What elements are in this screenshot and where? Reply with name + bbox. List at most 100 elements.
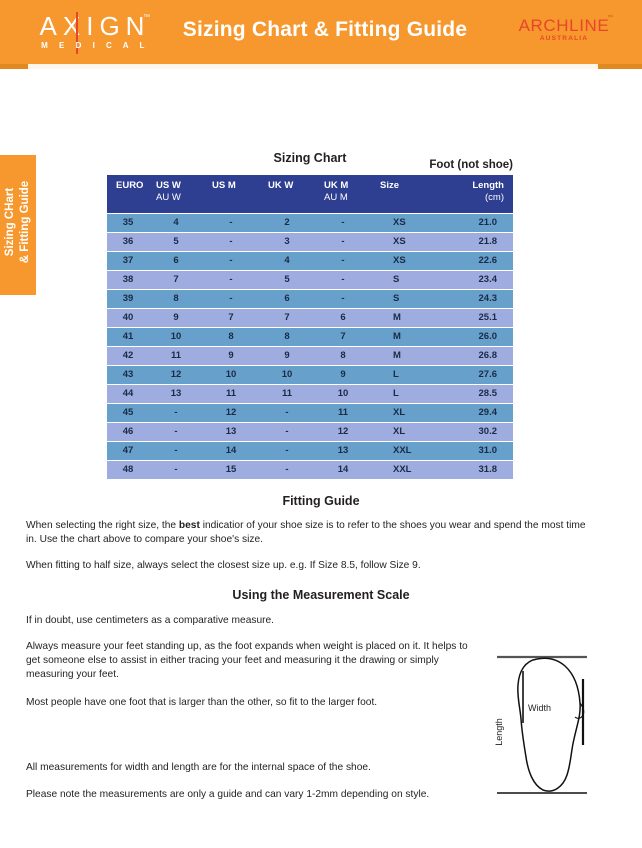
cell-size: XXL [371, 459, 449, 479]
cell-size: L [371, 383, 449, 403]
column-header-euro-label: EURO [116, 180, 144, 191]
cell-us-m: 10 [203, 364, 259, 384]
archline-subtitle: AUSTRALIA [539, 35, 589, 42]
cell-size: XS [371, 212, 449, 232]
cell-us-m: 11 [203, 383, 259, 403]
cell-size: XS [371, 250, 449, 270]
cell-length: 22.6 [449, 250, 513, 270]
cell-euro: 35 [107, 212, 149, 232]
cell-us-w: 10 [149, 326, 203, 346]
cell-uk-w: - [259, 421, 315, 441]
cell-euro: 42 [107, 345, 149, 365]
cell-length: 23.4 [449, 269, 513, 289]
column-header-us-m-label: US M [212, 180, 236, 191]
column-header-us-w-label: US W [156, 180, 181, 191]
fitting-guide-paragraph-2: When fitting to half size, always select… [26, 560, 421, 571]
fitting-guide-paragraph-1: When selecting the right size, the best … [26, 519, 596, 547]
cell-us-w: - [149, 440, 203, 460]
cell-euro: 44 [107, 383, 149, 403]
cell-euro: 41 [107, 326, 149, 346]
cell-euro: 46 [107, 421, 149, 441]
cell-uk-m: - [315, 288, 371, 308]
page-header [0, 0, 642, 64]
table-row: 39 8-6- S 24.3 [107, 288, 513, 308]
cell-length: 31.8 [449, 459, 513, 479]
foot-width-label: Width [528, 703, 552, 713]
table-row: 48-15-14 XXL 31.8 [107, 459, 513, 479]
cell-uk-w: 5 [259, 269, 315, 289]
side-tab-sizing-chart[interactable]: Sizing CHart & Fitting Guide [0, 155, 36, 295]
table-row: 47-14-13 XXL 31.0 [107, 440, 513, 460]
sizing-chart-table: EURO US W AU W US M UK W UK M AU M Size … [107, 175, 513, 479]
table-row: 45-12-11 XL 29.4 [107, 402, 513, 422]
cell-euro: 43 [107, 364, 149, 384]
cell-uk-w: 2 [259, 212, 315, 232]
foot-not-shoe-note: Foot (not shoe) [429, 159, 513, 171]
sizing-chart-title: Sizing Chart [273, 151, 347, 165]
cell-euro: 40 [107, 307, 149, 327]
cell-length: 21.8 [449, 231, 513, 251]
cell-uk-m: 13 [315, 440, 371, 460]
cell-uk-w: 6 [259, 288, 315, 308]
cell-uk-m: 10 [315, 383, 371, 403]
column-header-us-m: US M [203, 175, 259, 213]
column-header-euro: EURO [107, 175, 149, 213]
cell-size: XL [371, 421, 449, 441]
cell-uk-m: 8 [315, 345, 371, 365]
table-row: 35 4-2- XS 21.0 [107, 212, 513, 232]
cell-us-m: - [203, 231, 259, 251]
fitting-guide-heading: Fitting Guide [282, 494, 360, 508]
foot-length-label: Length [493, 718, 504, 746]
cell-us-w: 11 [149, 345, 203, 365]
cell-uk-m: 12 [315, 421, 371, 441]
measurement-paragraph-1: If in doubt, use centimeters as a compar… [26, 615, 275, 626]
cell-size: M [371, 307, 449, 327]
cell-euro: 47 [107, 440, 149, 460]
cell-uk-w: - [259, 402, 315, 422]
cell-uk-m: - [315, 269, 371, 289]
cell-us-w: 7 [149, 269, 203, 289]
table-row: 41 10 8 8 7 M 26.0 [107, 326, 513, 346]
cell-uk-w: - [259, 459, 315, 479]
table-row: 40 9 7 7 6 M 25.1 [107, 307, 513, 327]
cell-uk-m: - [315, 212, 371, 232]
page-title: Sizing Chart & Fitting Guide [182, 18, 468, 41]
cell-us-m: 8 [203, 326, 259, 346]
table-row: 46-13-12 XL 30.2 [107, 421, 513, 441]
column-header-au-m-label: AU M [324, 192, 348, 203]
cell-uk-m: 7 [315, 326, 371, 346]
cell-uk-w: 3 [259, 231, 315, 251]
table-row: 38 7-5- S 23.4 [107, 269, 513, 289]
cell-us-m: 13 [203, 421, 259, 441]
cell-size: S [371, 269, 449, 289]
cell-us-w: - [149, 459, 203, 479]
cell-size: M [371, 326, 449, 346]
cell-uk-m: 11 [315, 402, 371, 422]
cell-uk-w: - [259, 440, 315, 460]
cell-uk-w: 10 [259, 364, 315, 384]
column-header-uk-w-label: UK W [268, 180, 294, 191]
measurement-paragraph-4: All measurements for width and length ar… [26, 762, 371, 773]
axign-subtitle: M E D I C A L [41, 41, 149, 50]
cell-uk-w: 11 [259, 383, 315, 403]
column-header-uk-w: UK W [259, 175, 315, 213]
cell-uk-m: 6 [315, 307, 371, 327]
cell-us-w: 8 [149, 288, 203, 308]
cell-us-w: - [149, 402, 203, 422]
measurement-paragraph-5: Please note the measurements are only a … [26, 789, 430, 800]
cell-us-w: 13 [149, 383, 203, 403]
cell-length: 24.3 [449, 288, 513, 308]
table-row: 43 12 10 10 9 L 27.6 [107, 364, 513, 384]
cell-us-w: 5 [149, 231, 203, 251]
measurement-paragraph-2: Always measure your feet standing up, as… [26, 641, 468, 680]
cell-us-m: 9 [203, 345, 259, 365]
cell-us-m: - [203, 288, 259, 308]
archline-trademark-icon: ™ [607, 15, 613, 21]
cell-length: 28.5 [449, 383, 513, 403]
cell-us-m: - [203, 250, 259, 270]
cell-uk-m: - [315, 231, 371, 251]
cell-length: 31.0 [449, 440, 513, 460]
table-body: 35 4-2- XS 21.0 36 5-3- XS 21.8 37 6-4- XS 22.6 38 7-… [107, 212, 513, 479]
cell-us-w: 9 [149, 307, 203, 327]
cell-length: 30.2 [449, 421, 513, 441]
